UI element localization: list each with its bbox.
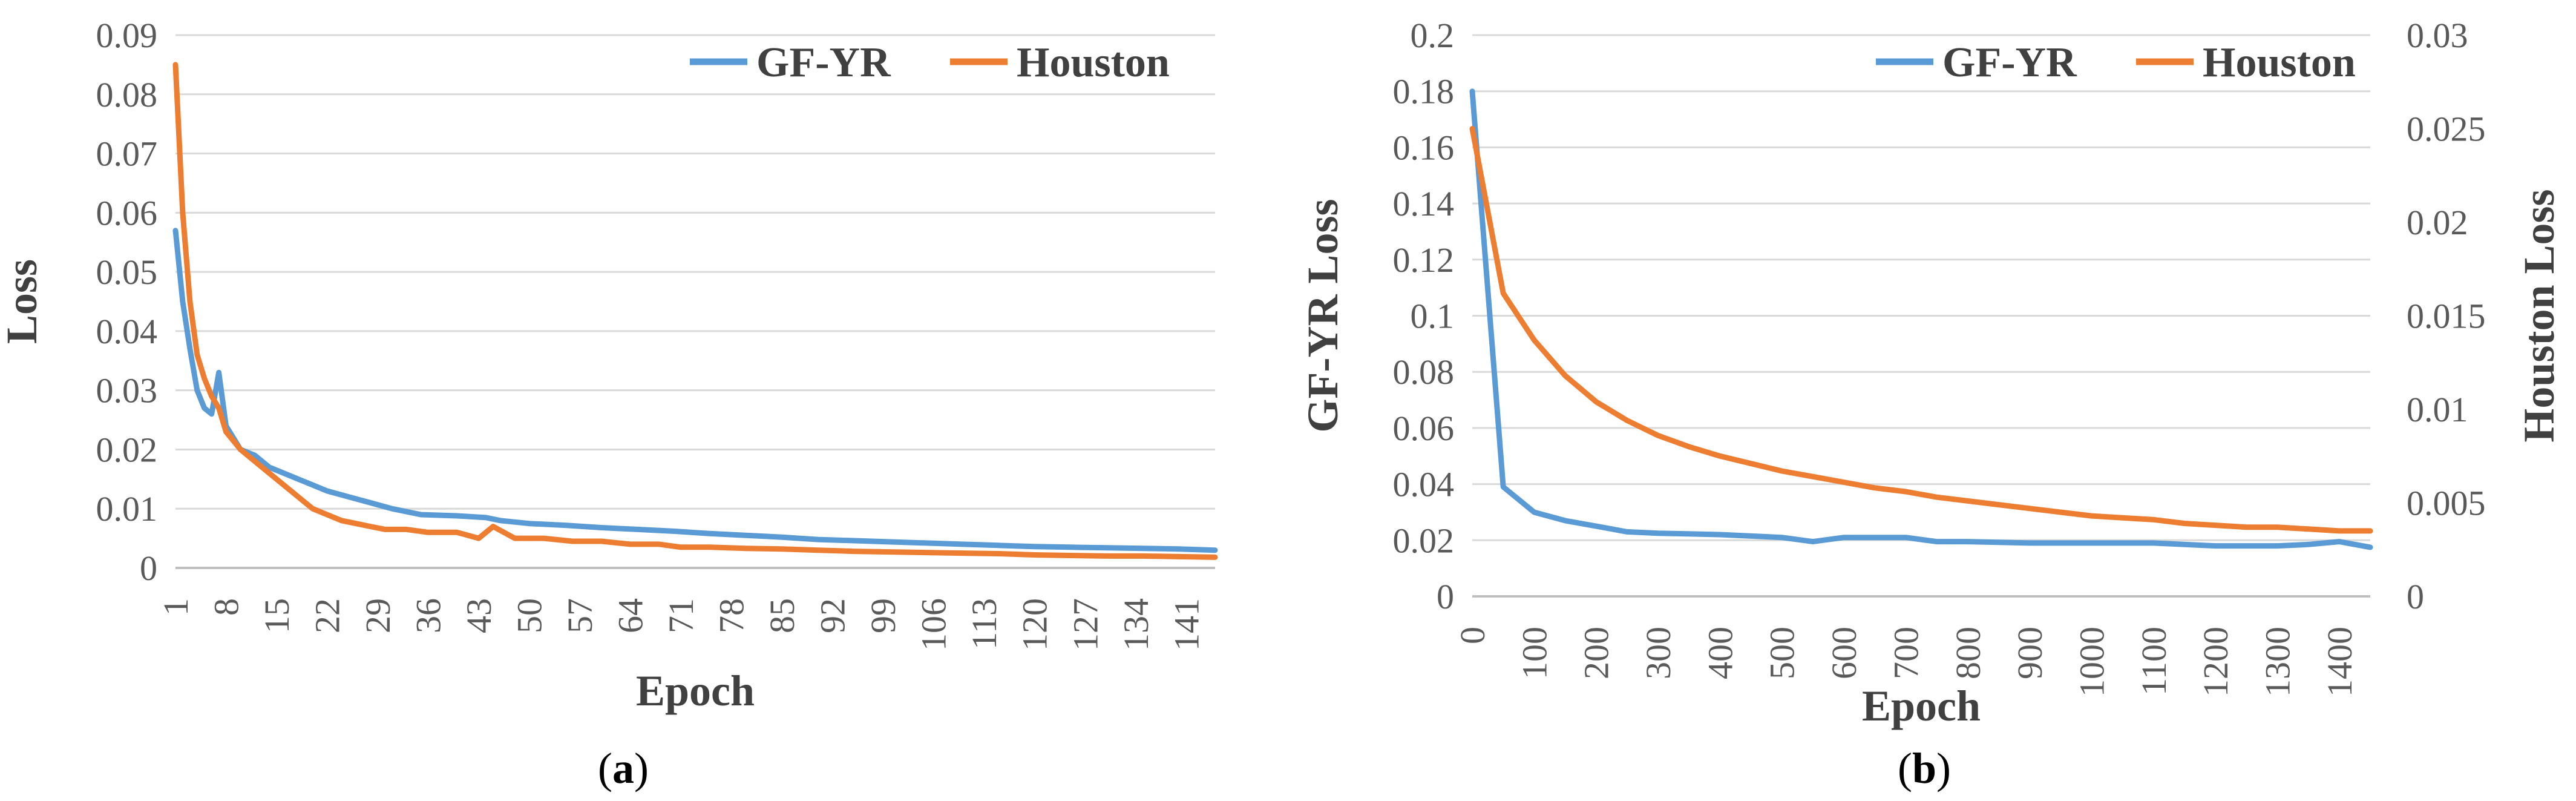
x-tick-label: 127 <box>1066 598 1105 651</box>
caption-b: (b) <box>1898 744 1951 793</box>
y2-tick-label: 0 <box>2407 577 2424 616</box>
x-tick-label: 600 <box>1824 627 1864 679</box>
x-tick-label: 85 <box>762 598 802 633</box>
x-tick-label: 120 <box>1015 598 1055 651</box>
x-tick-label: 100 <box>1515 627 1554 679</box>
x-tick-label: 8 <box>207 598 246 616</box>
series-line-houston <box>172 62 1218 560</box>
x-tick-label: 900 <box>2010 627 2050 679</box>
series-line-houston <box>1469 126 2373 534</box>
x-tick-label: 800 <box>1948 627 1988 679</box>
x-tick-label: 57 <box>560 598 600 633</box>
y-tick-label: 0.04 <box>1393 465 1455 504</box>
x-tick-label: 22 <box>308 598 347 633</box>
y-tick-label: 0.14 <box>1393 184 1455 223</box>
x-tick-label: 15 <box>257 598 297 633</box>
x-tick-label: 113 <box>965 598 1004 650</box>
y-tick-label: 0.02 <box>1393 521 1455 560</box>
legend-label: Houston <box>1017 39 1170 86</box>
series-line-gf-yr <box>1469 88 2373 550</box>
y-tick-label: 0.07 <box>96 134 158 174</box>
x-tick-label: 64 <box>611 598 651 633</box>
caption-a: (a) <box>598 744 649 793</box>
series-line-gf-yr <box>172 228 1218 553</box>
x-tick-label: 1100 <box>2134 627 2174 696</box>
legend-label: Houston <box>2203 39 2356 86</box>
x-tick-label: 36 <box>409 598 448 633</box>
y2-tick-label: 0.03 <box>2407 16 2468 55</box>
x-tick-label: 500 <box>1763 627 1802 679</box>
y-tick-label: 0.08 <box>1393 352 1455 392</box>
x-tick-label: 700 <box>1886 627 1925 679</box>
x-tick-label: 134 <box>1116 598 1156 651</box>
y-axis-title: GF-YR Loss <box>1299 199 1347 432</box>
y-tick-label: 0 <box>1437 577 1454 616</box>
y-tick-label: 0.12 <box>1393 240 1455 280</box>
y-tick-label: 0.2 <box>1411 16 1455 55</box>
legend-label: GF-YR <box>756 39 891 86</box>
legend-label: GF-YR <box>1942 39 2077 86</box>
x-tick-label: 300 <box>1639 627 1678 679</box>
y-tick-label: 0.06 <box>1393 409 1455 448</box>
x-tick-label: 43 <box>459 598 499 633</box>
y-tick-label: 0.1 <box>1411 297 1455 336</box>
x-tick-label: 106 <box>914 598 954 651</box>
y-tick-label: 0.01 <box>96 489 158 529</box>
y2-tick-label: 0.005 <box>2407 484 2486 523</box>
x-tick-label: 92 <box>813 598 853 633</box>
y-tick-label: 0.08 <box>96 75 158 114</box>
y2-axis-title: Houston Loss <box>2515 189 2563 442</box>
y-tick-label: 0.06 <box>96 193 158 232</box>
x-tick-label: 1 <box>156 598 195 616</box>
x-tick-label: 0 <box>1453 627 1492 644</box>
y-axis-title: Loss <box>0 259 46 344</box>
y2-tick-label: 0.01 <box>2407 390 2468 429</box>
y2-tick-label: 0.025 <box>2407 110 2486 149</box>
x-tick-label: 99 <box>864 598 903 633</box>
panel-b: 0 0.02 0.04 0.06 0.08 0.1 0.12 0.14 0.16 0.18 0.2 0… <box>1299 16 2563 730</box>
y-tick-label: 0.05 <box>96 252 158 292</box>
x-tick-label: 50 <box>510 598 549 633</box>
y-tick-label: 0.09 <box>96 16 158 55</box>
y2-tick-label: 0.02 <box>2407 203 2468 242</box>
x-tick-label: 1000 <box>2072 627 2111 697</box>
panel-a: 00.010.020.030.040.050.060.070.080.091 8 1… <box>0 16 1218 715</box>
x-tick-label: 400 <box>1700 627 1740 679</box>
x-tick-label: 200 <box>1577 627 1616 679</box>
x-tick-label: 1300 <box>2258 627 2297 697</box>
x-tick-label: 1400 <box>2320 627 2359 697</box>
x-tick-label: 71 <box>661 598 701 633</box>
x-tick-label: 141 <box>1167 598 1206 651</box>
x-axis-title: Epoch <box>1862 682 1981 730</box>
y-tick-label: 0.04 <box>96 312 158 351</box>
x-tick-label: 78 <box>712 598 752 633</box>
x-tick-label: 1200 <box>2196 627 2235 697</box>
y-tick-label: 0 <box>140 549 157 588</box>
y-tick-label: 0.16 <box>1393 128 1455 167</box>
x-tick-label: 29 <box>358 598 398 633</box>
x-axis-title: Epoch <box>636 667 755 715</box>
y2-tick-label: 0.015 <box>2407 297 2486 336</box>
y-tick-label: 0.18 <box>1393 72 1455 111</box>
y-tick-label: 0.02 <box>96 430 158 469</box>
y-tick-label: 0.03 <box>96 371 158 410</box>
